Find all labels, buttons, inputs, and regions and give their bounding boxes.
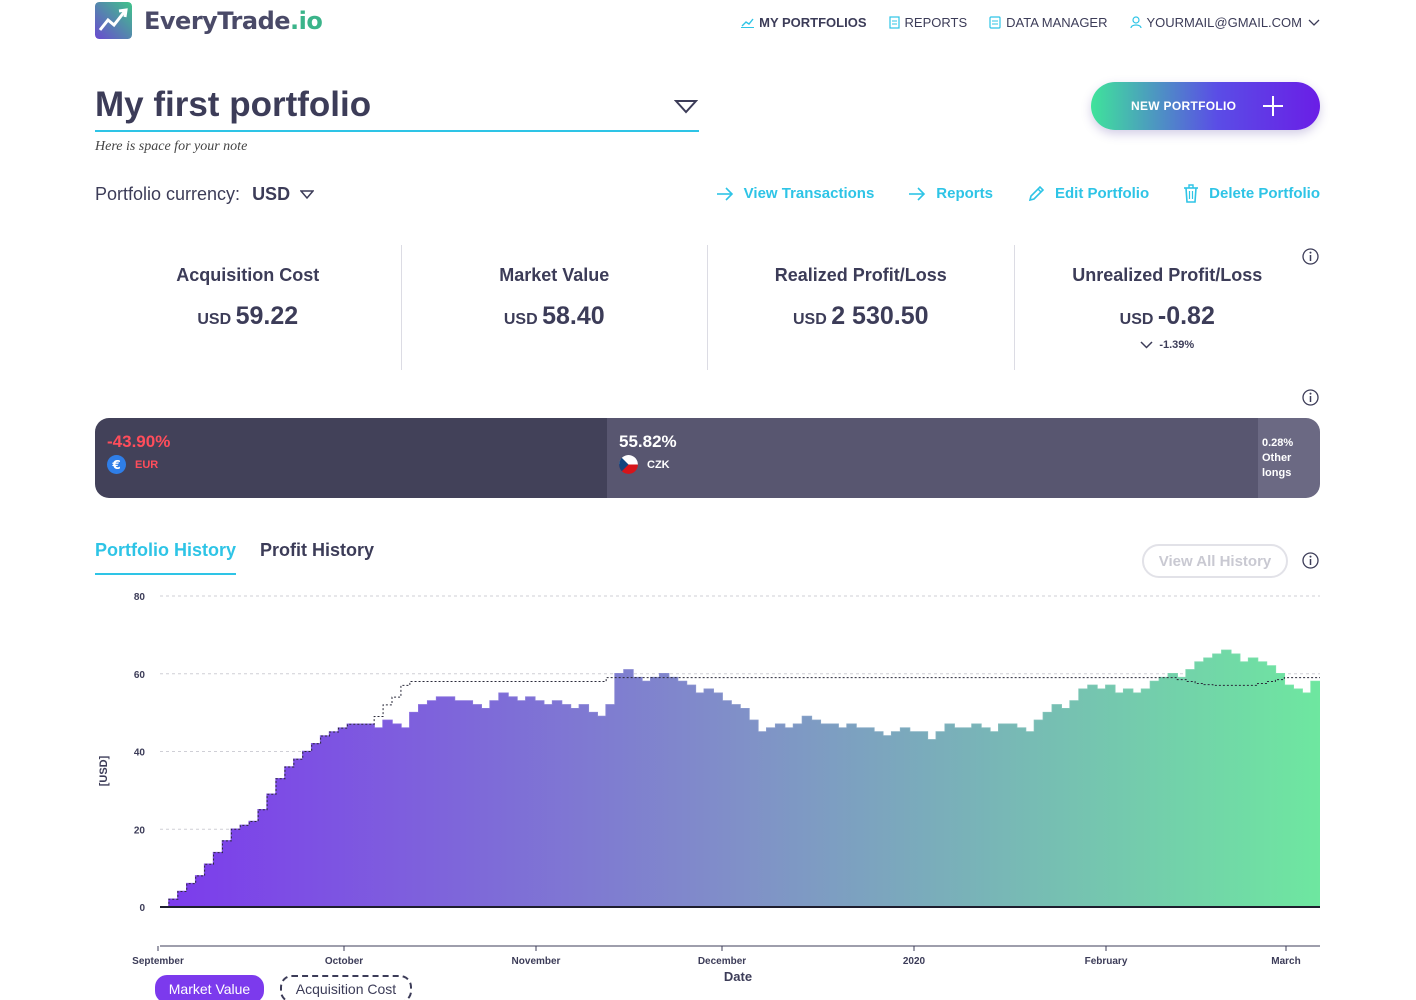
- x-tick-label: March: [1271, 956, 1300, 967]
- x-tick-label: September: [132, 956, 184, 967]
- nav-label: REPORTS: [904, 15, 968, 30]
- stat-market-value: Market Value USD 58.40: [402, 245, 708, 370]
- allocation-bar: -43.90% € EUR 55.82% CZK 0.28% Other lon…: [95, 418, 1320, 498]
- allocation-currency: CZK: [619, 455, 670, 474]
- nav-my-portfolios[interactable]: MY PORTFOLIOS: [741, 15, 867, 30]
- arrow-right-icon: [909, 186, 926, 201]
- allocation-pct: 55.82%: [619, 432, 677, 451]
- stat-change: -1.39%: [1140, 339, 1194, 351]
- stat-value: USD 59.22: [197, 302, 299, 330]
- allocation-segment-eur[interactable]: -43.90% € EUR: [95, 418, 607, 498]
- edit-portfolio-link[interactable]: Edit Portfolio: [1027, 185, 1149, 203]
- arrow-right-icon: [716, 186, 733, 201]
- view-transactions-link[interactable]: View Transactions: [716, 185, 875, 202]
- portfolio-stats: Acquisition Cost USD 59.22 Market Value …: [95, 245, 1320, 370]
- stat-label: Acquisition Cost: [176, 265, 320, 285]
- view-transactions-label: View Transactions: [743, 185, 875, 202]
- x-tick-label: February: [1085, 956, 1128, 967]
- stat-acquisition-cost: Acquisition Cost USD 59.22: [95, 245, 402, 370]
- portfolio-title-select[interactable]: My first portfolio: [95, 82, 699, 132]
- y-tick-label: 60: [134, 670, 146, 681]
- portfolio-actions: View Transactions Reports Edit Portfolio…: [682, 184, 1320, 203]
- portfolio-history-chart: 0 20 40 60 80 [USD] September October November De…: [98, 592, 1320, 984]
- info-icon[interactable]: [1302, 389, 1319, 406]
- nav-data-manager[interactable]: DATA MANAGER: [989, 15, 1108, 30]
- nav-reports[interactable]: REPORTS: [888, 15, 968, 30]
- stat-value: USD 58.40: [503, 302, 605, 330]
- stat-label: Unrealized Profit/Loss: [1072, 265, 1263, 285]
- y-tick-label: 80: [134, 592, 146, 603]
- info-icon[interactable]: [1302, 248, 1319, 265]
- chart-line-icon: [741, 18, 755, 28]
- brand-logo[interactable]: EveryTrade.io: [95, 2, 323, 39]
- nav-label: MY PORTFOLIOS: [759, 15, 867, 30]
- allocation-other-label: 0.28% Other longs: [1262, 437, 1294, 479]
- portfolio-note[interactable]: Here is space for your note: [95, 139, 248, 154]
- pencil-icon: [1028, 185, 1045, 201]
- page-title: My first portfolio: [95, 85, 372, 124]
- acquisition-cost-line: [160, 677, 1320, 908]
- trash-icon: [1184, 184, 1199, 203]
- nav-label: YOURMAIL@GMAIL.COM: [1146, 15, 1303, 30]
- info-icon[interactable]: [1302, 552, 1319, 569]
- currency-selector[interactable]: Portfolio currency: USD: [95, 184, 315, 205]
- stat-label: Realized Profit/Loss: [774, 265, 947, 285]
- history-tabs: Portfolio History Profit History: [95, 540, 398, 575]
- stat-value: USD 2 530.50: [792, 302, 929, 330]
- x-tick-label: October: [325, 956, 363, 967]
- currency-label: Portfolio currency:: [95, 184, 241, 204]
- delete-portfolio-link[interactable]: Delete Portfolio: [1183, 184, 1320, 203]
- nav-label: DATA MANAGER: [1006, 15, 1108, 30]
- edit-portfolio-label: Edit Portfolio: [1054, 185, 1150, 202]
- allocation-segment-czk[interactable]: 55.82% CZK: [607, 418, 1258, 498]
- document-icon: [888, 16, 900, 29]
- stat-realized-profit: Realized Profit/Loss USD 2 530.50: [708, 245, 1015, 370]
- y-axis-label: [USD]: [98, 755, 110, 786]
- view-all-history-button[interactable]: View All History: [1142, 544, 1288, 578]
- top-navigation: MY PORTFOLIOS REPORTS DATA MANAGER YOURM…: [719, 15, 1320, 30]
- tab-portfolio-history[interactable]: Portfolio History: [95, 540, 237, 575]
- allocation-currency: € EUR: [107, 455, 158, 474]
- legend-acquisition-cost[interactable]: Acquisition Cost: [280, 975, 412, 1000]
- y-tick-label: 20: [134, 825, 146, 836]
- x-tick-label: December: [698, 956, 746, 967]
- x-tick-label: November: [512, 956, 561, 967]
- brand-name: EveryTrade.io: [144, 6, 323, 35]
- market-value-area: [160, 650, 1320, 907]
- user-icon: [1129, 16, 1142, 29]
- y-tick-label: 0: [139, 903, 145, 914]
- chevron-down-icon: [1140, 341, 1153, 349]
- logo-icon: [95, 2, 132, 39]
- triangle-down-icon[interactable]: [674, 99, 698, 115]
- currency-value: USD: [252, 184, 291, 204]
- reports-link[interactable]: Reports: [908, 185, 993, 202]
- stat-unrealized-profit: Unrealized Profit/Loss USD -0.82 -1.39%: [1015, 245, 1321, 370]
- stat-value: USD -0.82: [1119, 302, 1215, 330]
- czech-flag-icon: [619, 455, 638, 474]
- stat-change-value: -1.39%: [1159, 339, 1195, 351]
- delete-portfolio-label: Delete Portfolio: [1209, 185, 1320, 202]
- allocation-pct: -43.90%: [107, 432, 171, 451]
- nav-user-menu[interactable]: YOURMAIL@GMAIL.COM: [1129, 15, 1321, 30]
- legend-market-value[interactable]: Market Value: [155, 975, 264, 1000]
- x-tick-label: 2020: [903, 956, 926, 967]
- new-portfolio-label: NEW PORTFOLIO: [1131, 99, 1237, 113]
- reports-label: Reports: [936, 185, 993, 202]
- stat-label: Market Value: [499, 265, 610, 285]
- plus-icon: [1263, 96, 1284, 116]
- allocation-segment-other[interactable]: 0.28% Other longs: [1258, 418, 1320, 498]
- tab-profit-history[interactable]: Profit History: [260, 540, 375, 560]
- chevron-down-icon: [1308, 19, 1320, 26]
- euro-icon: €: [107, 455, 126, 474]
- database-icon: [989, 16, 1001, 29]
- x-axis-label: Date: [724, 969, 752, 984]
- svg-text:€: €: [111, 458, 120, 472]
- y-tick-label: 40: [134, 748, 146, 759]
- triangle-down-icon: [300, 189, 315, 199]
- new-portfolio-button[interactable]: NEW PORTFOLIO: [1091, 82, 1320, 130]
